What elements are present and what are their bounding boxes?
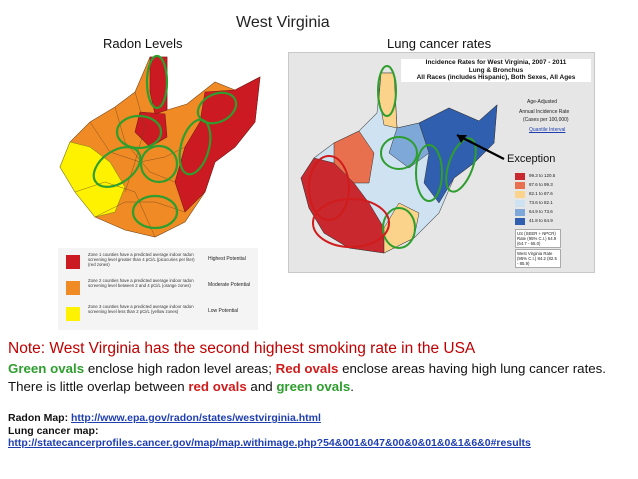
green-oval	[139, 144, 179, 184]
lung-map-title: Lung cancer rates	[387, 36, 492, 51]
green-oval	[445, 137, 477, 193]
red-oval	[312, 198, 390, 248]
green-oval	[131, 194, 179, 230]
radon-legend-row: Zone 1 counties have a predicted average…	[58, 250, 258, 276]
lung-legend-label: 82.1 to 87.6	[529, 191, 553, 196]
lung-reference-link[interactable]: http://statecancerprofiles.cancer.gov/ma…	[8, 437, 531, 449]
radon-legend-potential: Low Potential	[208, 308, 239, 314]
description-text: .	[350, 378, 354, 394]
lung-legend-label: 41.8 to 64.9	[529, 218, 553, 223]
red-oval	[308, 155, 350, 221]
radon-legend-text: Zone 3 counties have a predicted average…	[88, 304, 194, 314]
green-ovals-term: green ovals	[276, 378, 351, 394]
lung-legend-label: 87.6 to 99.3	[529, 182, 553, 187]
radon-zone1-panhandle	[149, 56, 168, 115]
radon-map-title: Radon Levels	[103, 36, 183, 51]
lung-legend-label: 99.3 to 120.5	[529, 173, 556, 178]
exception-arrow	[456, 134, 505, 160]
exception-arrowhead	[457, 135, 467, 143]
radon-legend-text: Zone 1 counties have a predicted average…	[88, 252, 195, 267]
green-oval	[382, 207, 416, 249]
wv-rate-box: West Virginia Rate (95% C.I.) 84.2 (82.5…	[515, 249, 561, 268]
description-text: enclose areas having high lung cancer ra…	[8, 361, 607, 394]
radon-legend-row: Zone 3 counties have a predicted average…	[58, 302, 258, 328]
green-oval	[196, 91, 238, 125]
green-oval	[115, 114, 163, 150]
incidence-title-box: Incidence Rates for West Virginia, 2007 …	[401, 59, 591, 82]
radon-green-ovals	[92, 54, 238, 230]
slide-title: West Virginia	[236, 14, 330, 31]
radon-reference: Radon Map: http://www.epa.gov/radon/stat…	[8, 412, 531, 425]
radon-zone3-region	[59, 141, 126, 218]
exception-label: Exception	[507, 153, 556, 165]
radon-reference-label: Radon Map:	[8, 412, 71, 424]
incidence-subtitle: All Races (includes Hispanic), Both Sexe…	[416, 74, 576, 81]
radon-reference-link[interactable]: http://www.epa.gov/radon/states/westvirg…	[71, 412, 321, 424]
age-adjusted-label: Age-Adjusted	[527, 99, 558, 105]
green-ovals-term: Green ovals	[8, 361, 85, 376]
lung-legend-swatch	[515, 200, 525, 207]
green-oval	[145, 54, 169, 110]
radon-legend-potential: Moderate Potential	[208, 282, 250, 288]
green-oval	[377, 65, 397, 117]
green-oval	[92, 146, 142, 188]
radon-legend-potential: Highest Potential	[208, 256, 246, 262]
red-ovals-term: red ovals	[188, 378, 247, 394]
lung-legend-swatch	[515, 182, 525, 189]
lung-green-ovals	[377, 65, 477, 249]
lung-legend-label: 73.6 to 82.1	[529, 200, 553, 205]
lung-legend-swatch	[515, 191, 525, 198]
radon-legend: Zone 1 counties have a predicted average…	[58, 248, 258, 330]
radon-map	[59, 54, 261, 238]
quantile-interval-link[interactable]: Quantile Interval	[529, 127, 566, 133]
lung-reference-label: Lung cancer map:	[8, 424, 99, 437]
lung-legend-swatch	[515, 218, 525, 225]
lung-high-rate-region	[300, 157, 385, 254]
lung-orange-region	[333, 130, 375, 184]
red-ovals-term: Red ovals	[275, 361, 339, 376]
incidence-title: Incidence Rates for West Virginia, 2007 …	[425, 59, 567, 66]
lung-peach-region	[383, 202, 420, 254]
lung-cancer-map	[300, 65, 505, 254]
lung-cancer-panel: Incidence Rates for West Virginia, 2007 …	[288, 52, 595, 273]
lung-red-ovals	[308, 155, 390, 248]
annual-rate-label: Annual Incidence Rate	[519, 109, 570, 115]
radon-zone1-region	[174, 76, 261, 213]
us-rate-box: US (SEER + NPCR) Rate (95% C.I.) 64.9 (6…	[515, 229, 561, 248]
references: Radon Map: http://www.epa.gov/radon/stat…	[8, 412, 531, 450]
radon-legend-swatch	[66, 255, 80, 269]
description-text: and	[246, 378, 277, 394]
incidence-subtitle: Lung & Bronchus	[468, 66, 524, 74]
green-oval	[415, 144, 443, 202]
lung-legend-swatch	[515, 173, 525, 180]
per-100k-label: (Cases per 100,000)	[523, 117, 569, 123]
lung-legend-label: 64.9 to 73.6	[529, 209, 553, 214]
radon-legend-row: Zone 2 counties have a predicted average…	[58, 276, 258, 302]
oval-description: Green ovals enclose high radon level are…	[8, 360, 632, 395]
lung-low-rate-region	[418, 104, 498, 204]
lung-legend-swatch	[515, 209, 525, 216]
smoking-note: Note: West Virginia has the second highe…	[8, 340, 476, 357]
description-text: enclose high radon level areas;	[84, 361, 276, 376]
radon-legend-text: Zone 2 counties have a predicted average…	[88, 278, 194, 288]
green-oval	[380, 136, 418, 170]
radon-legend-swatch	[66, 281, 80, 295]
radon-legend-swatch	[66, 307, 80, 321]
